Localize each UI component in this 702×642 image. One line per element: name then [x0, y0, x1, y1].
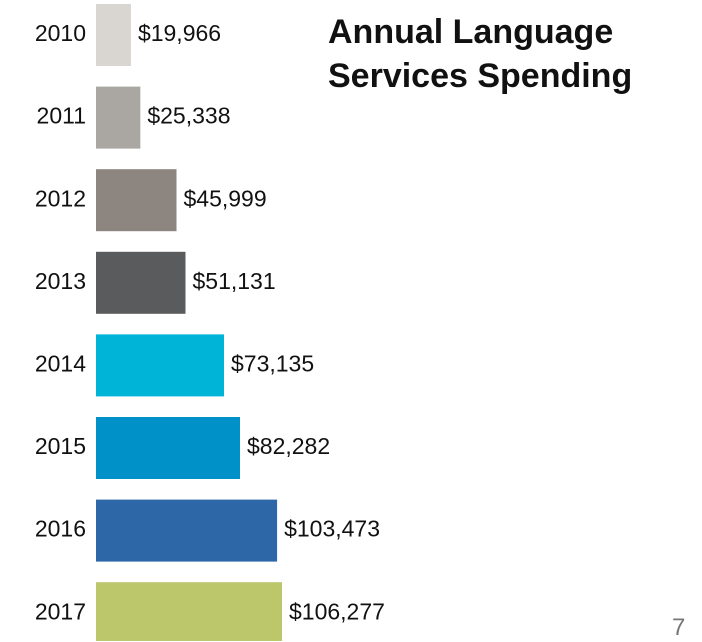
value-label: $106,277 — [289, 598, 385, 624]
bar — [96, 4, 131, 66]
value-label: $45,999 — [184, 185, 267, 211]
value-label: $73,135 — [231, 350, 314, 376]
y-tick-label: 2012 — [35, 185, 86, 211]
bar — [96, 582, 282, 641]
y-tick-label: 2013 — [35, 268, 86, 294]
bar — [96, 499, 278, 562]
y-tick-label: 2010 — [35, 20, 86, 46]
y-tick-label: 2014 — [35, 350, 86, 376]
bar — [96, 86, 141, 149]
bar — [96, 417, 241, 479]
value-label: $25,338 — [147, 103, 230, 129]
y-tick-label: 2017 — [35, 598, 86, 624]
y-tick-label: 2016 — [35, 516, 86, 542]
bar — [96, 334, 224, 397]
slide-number: 7 — [672, 614, 686, 641]
value-label: $51,131 — [192, 268, 275, 294]
value-label: $19,966 — [138, 20, 221, 46]
value-label: $103,473 — [284, 516, 380, 542]
y-tick-label: 2015 — [35, 433, 86, 459]
y-tick-label: 2011 — [37, 103, 86, 129]
value-label: $82,282 — [247, 433, 330, 459]
bar — [96, 169, 177, 232]
bar — [96, 251, 186, 314]
chart-title: Annual Language Services Spending — [328, 13, 633, 95]
